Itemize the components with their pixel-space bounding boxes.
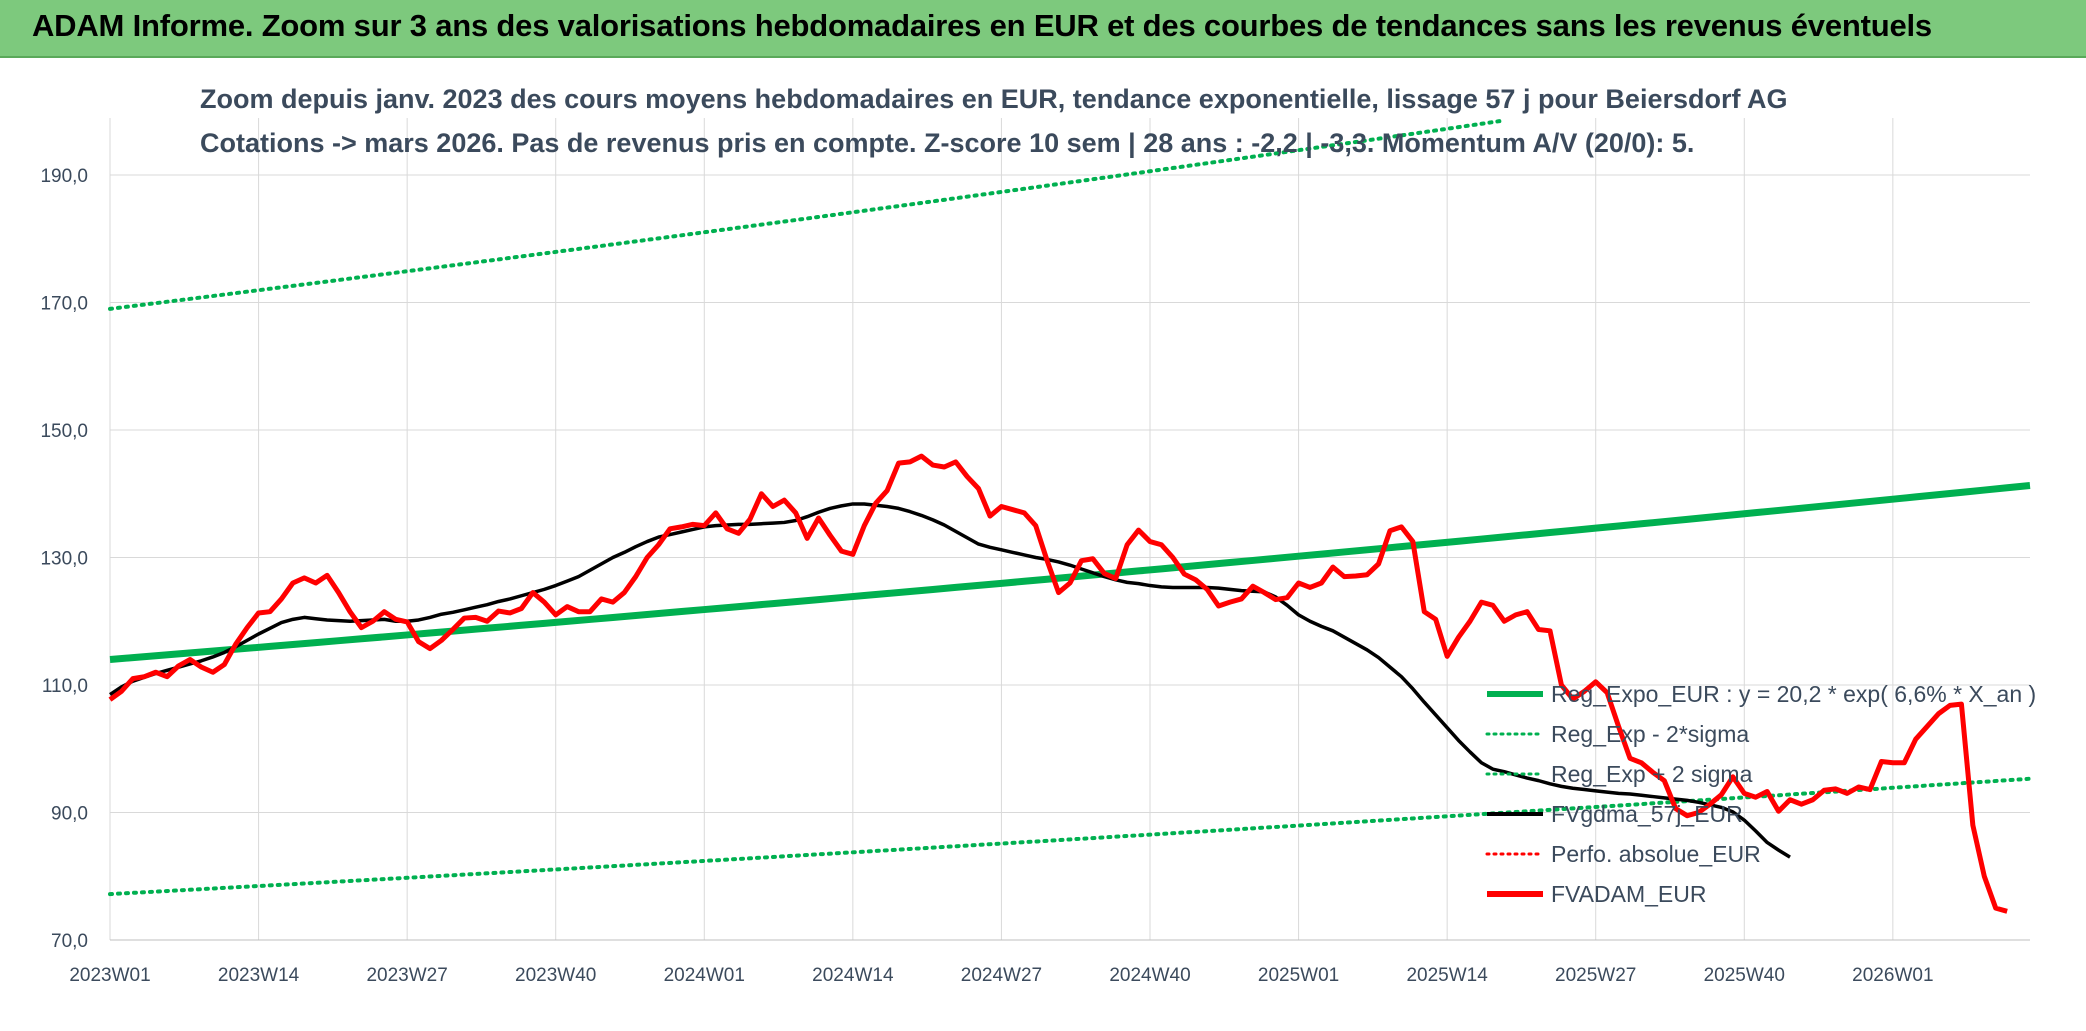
y-tick-label: 90,0 <box>51 804 88 825</box>
legend-label-4: Perfo. absolue_EUR <box>1551 841 1761 867</box>
x-tick-label: 2024W27 <box>961 965 1042 986</box>
x-axis: 2023W01 2023W14 2023W27 2023W40 2024W01 2024W… <box>69 965 1933 986</box>
x-tick-label: 2024W14 <box>812 965 894 986</box>
x-tick-label: 2025W14 <box>1406 965 1488 986</box>
x-tick-label: 2025W27 <box>1555 965 1636 986</box>
x-tick-label: 2024W40 <box>1109 965 1190 986</box>
y-tick-label: 130,0 <box>40 549 88 570</box>
legend-label-2: Reg_Exp + 2 sigma <box>1551 761 1753 787</box>
y-axis: 70,0 90,0 110,0 130,0 150,0 170,0 190,0 <box>40 166 88 952</box>
series-line-0 <box>109 481 2031 663</box>
series-line-2 <box>108 118 1507 311</box>
y-tick-label: 170,0 <box>40 294 88 315</box>
x-tick-label: 2023W40 <box>515 965 596 986</box>
x-tick-label: 2023W01 <box>69 965 150 986</box>
chart-legend: Reg_Expo_EUR : y = 20,2 * exp( 6,6% * X_… <box>1485 681 2036 907</box>
x-tick-label: 2023W14 <box>218 965 300 986</box>
legend-label-3: FVgdma_57j_EUR <box>1551 801 1743 827</box>
series-line-5 <box>108 453 2008 914</box>
x-tick-label: 2025W40 <box>1704 965 1785 986</box>
x-tick-label: 2024W01 <box>664 965 745 986</box>
y-tick-label: 150,0 <box>40 421 88 442</box>
chart-subtitle: Cotations -> mars 2026. Pas de revenus p… <box>200 128 1695 158</box>
x-tick-label: 2025W01 <box>1258 965 1339 986</box>
legend-label-5: FVADAM_EUR <box>1551 881 1707 907</box>
legend-label-1: Reg_Exp - 2*sigma <box>1551 721 1749 747</box>
legend-label-0: Reg_Expo_EUR : y = 20,2 * exp( 6,6% * X_… <box>1551 681 2036 707</box>
report-title: ADAM Informe. Zoom sur 3 ans des valoris… <box>32 8 1932 43</box>
series-line-1 <box>108 776 2032 897</box>
chart-series <box>108 118 2032 914</box>
x-tick-label: 2026W01 <box>1852 965 1933 986</box>
chart-title: Zoom depuis janv. 2023 des cours moyens … <box>200 84 1788 114</box>
report-banner: ADAM Informe. Zoom sur 3 ans des valoris… <box>0 0 2086 58</box>
y-tick-label: 110,0 <box>42 676 88 697</box>
x-tick-label: 2023W27 <box>366 965 447 986</box>
y-tick-label: 190,0 <box>40 166 88 187</box>
y-tick-label: 70,0 <box>51 931 88 952</box>
